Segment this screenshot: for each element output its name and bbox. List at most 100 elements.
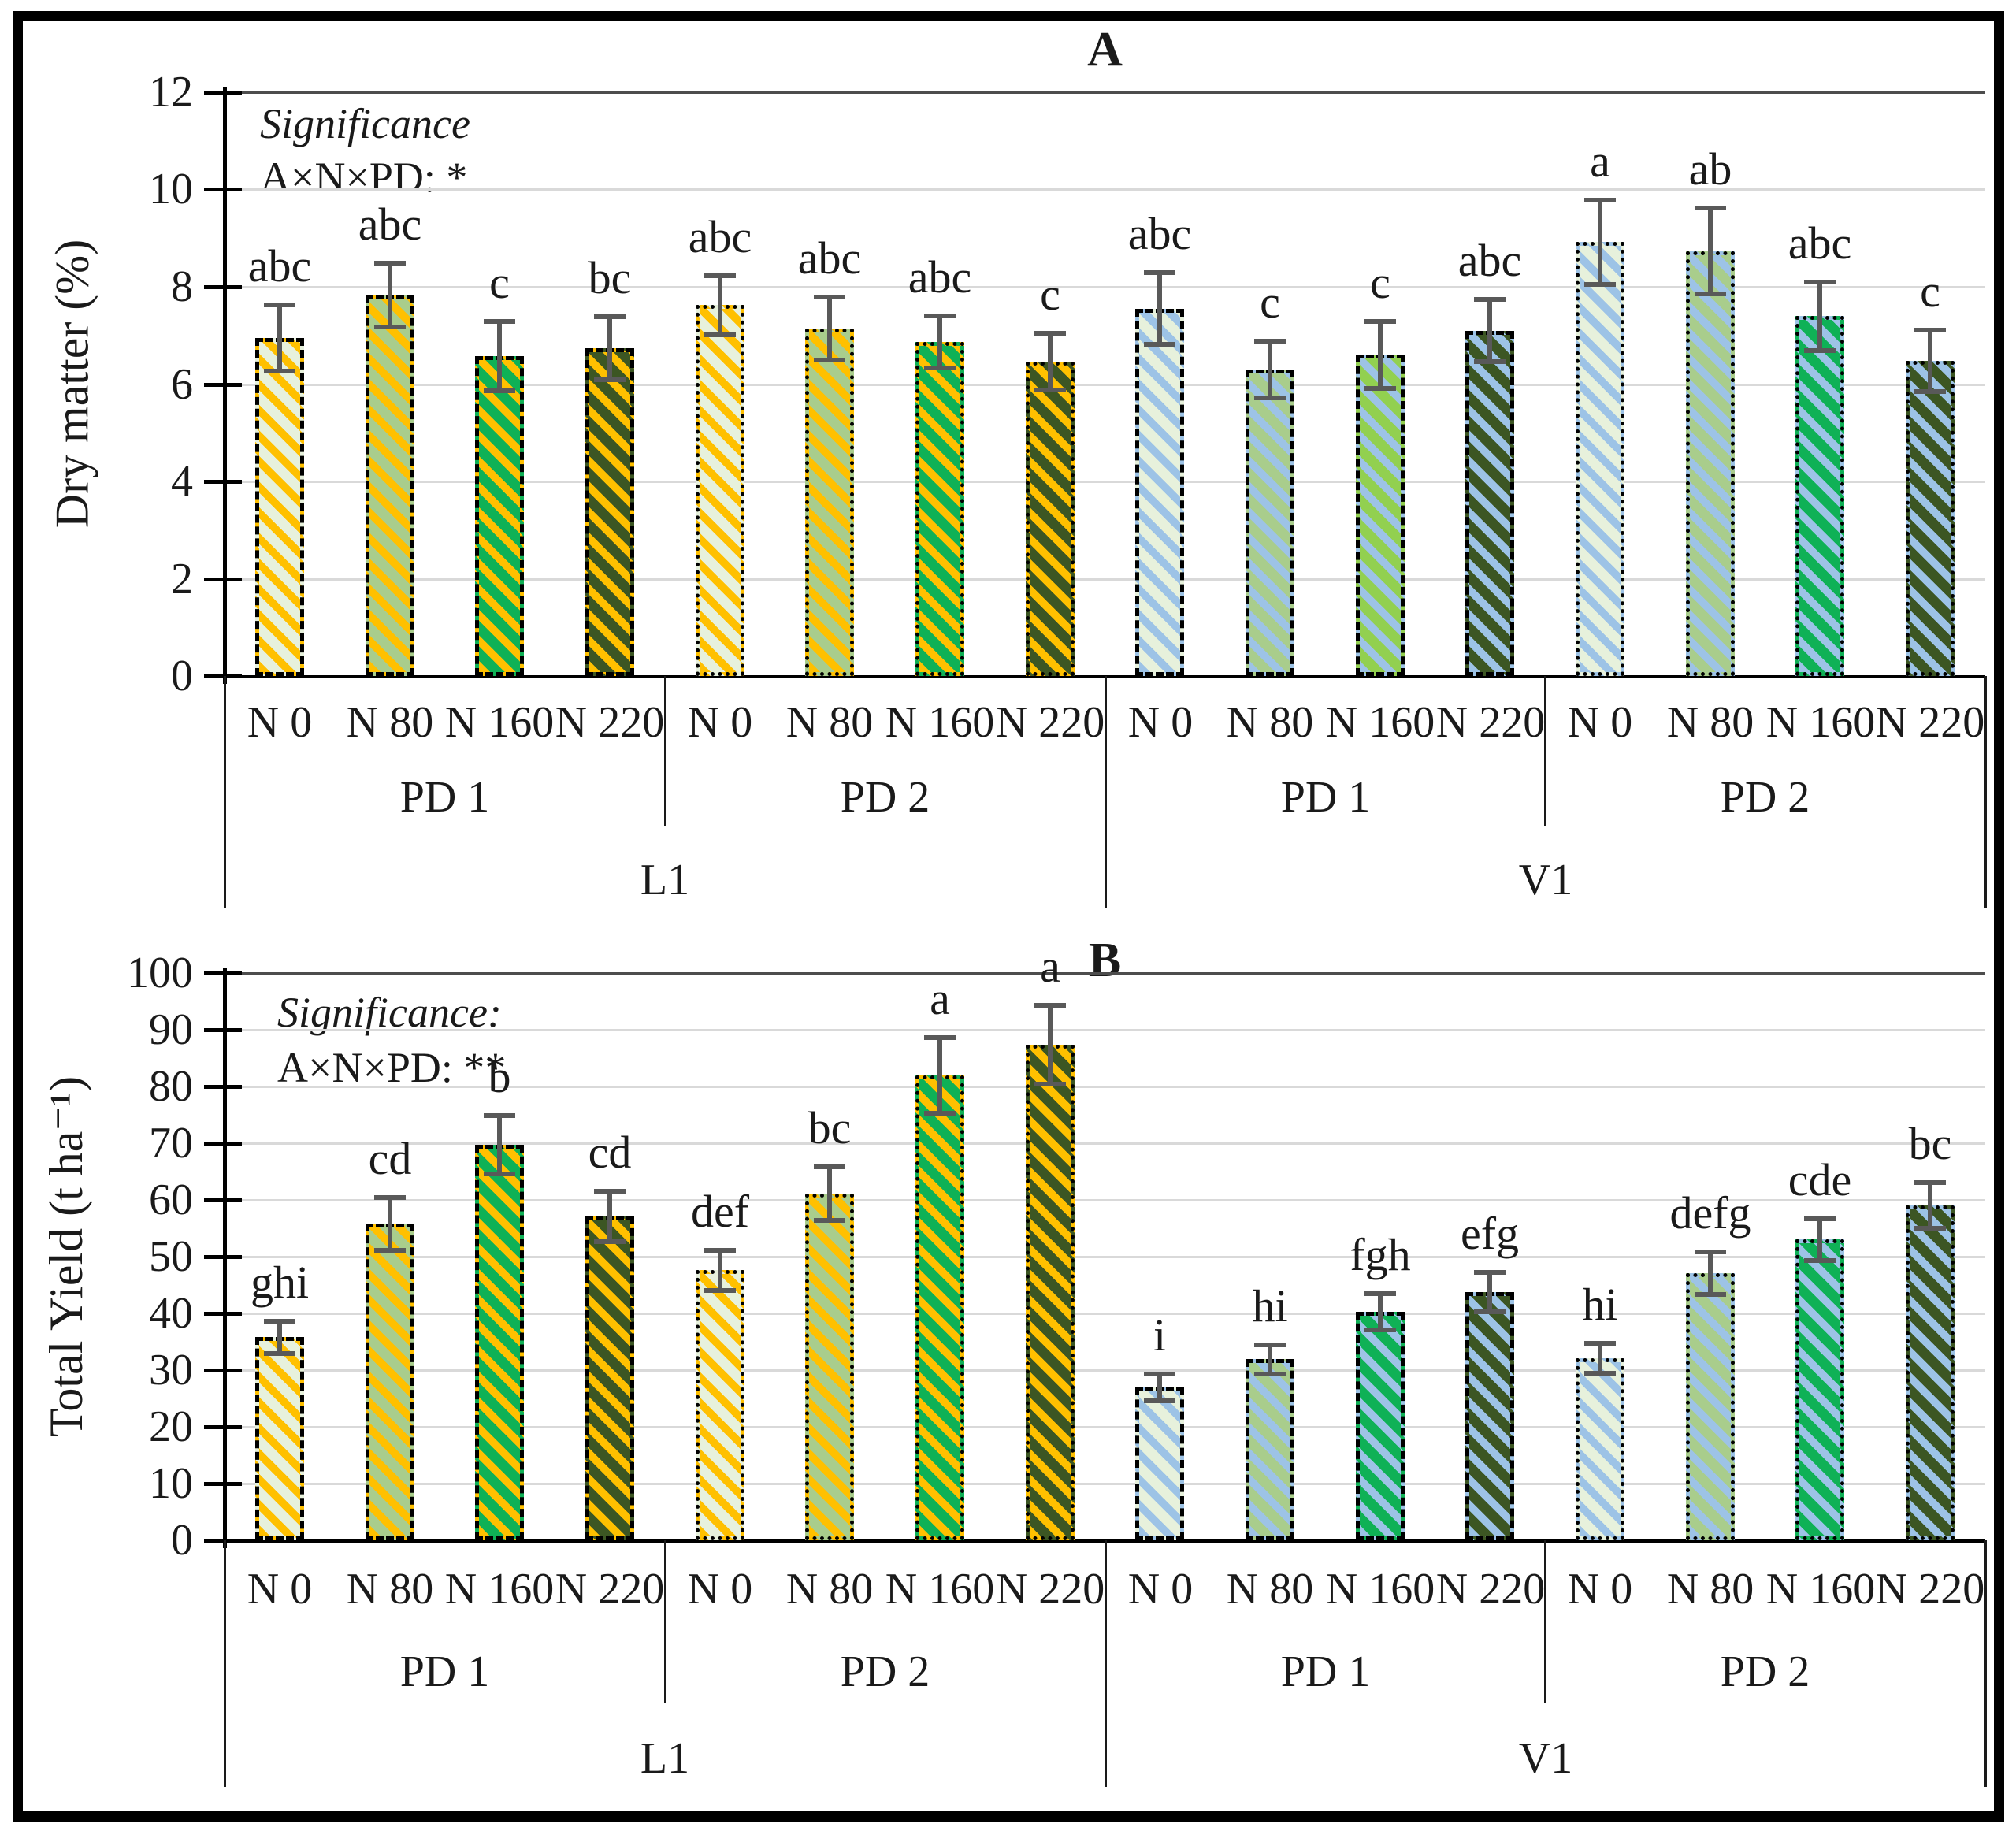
bar-L1-PD1-N160 [475,1145,524,1540]
x-label-n: N 220 [555,698,665,747]
x-label-location: L1 [640,856,690,904]
y-tick-label: 60 [149,1175,193,1224]
significance-letter: abc [1788,217,1852,269]
x-label-n: N 220 [995,1565,1105,1614]
y-axis-tick [204,1369,242,1372]
error-bar-cap-top [704,273,736,278]
bar-V1-PD1-N0 [1135,309,1184,676]
significance-letter: bc [588,252,632,303]
bar-L1-PD2-N220 [1026,1045,1075,1540]
error-bar-stem [1048,1005,1053,1085]
significance-letter: a [1040,941,1060,992]
error-bar-stem [1817,281,1822,351]
x-label-location: V1 [1518,1734,1573,1783]
bar-L1-PD1-N80 [366,295,414,676]
y-tick-label: 4 [171,457,193,506]
gridline [225,972,1985,975]
error-bar-cap-bottom [264,1351,295,1356]
error-bar-cap-bottom [1914,1226,1946,1231]
significance-letter: abc [1127,208,1192,259]
significance-letter: b [488,1051,511,1102]
error-bar-cap-top [1804,1216,1836,1221]
y-axis-tick [204,188,242,191]
axis-separator-pd [664,676,666,826]
significance-letter: fgh [1350,1229,1411,1280]
error-bar-cap-bottom [1695,1292,1726,1297]
error-bar-cap-top [1695,1250,1726,1254]
significance-letter: abc [908,251,972,303]
error-bar-cap-bottom [1254,396,1286,400]
error-bar-stem [937,315,942,369]
gridline [225,91,1985,94]
significance-letter: defg [1669,1187,1751,1239]
error-bar-cap-bottom [704,332,736,337]
x-label-pd: PD 1 [399,773,490,822]
bar-L1-PD1-N220 [585,1216,634,1540]
x-label-n: N 160 [1765,1565,1876,1614]
error-bar-cap-top [1364,319,1396,324]
x-label-pd: PD 1 [399,1647,490,1696]
y-tick-label: 8 [171,262,193,311]
bar-V1-PD2-N0 [1576,242,1624,676]
error-bar-cap-bottom [1144,342,1175,347]
y-tick-label: 0 [171,1516,193,1565]
significance-letter: bc [808,1102,852,1153]
error-bar-cap-top [1254,1343,1286,1347]
bar-V1-PD2-N0 [1576,1358,1624,1540]
error-bar-cap-top [1034,1003,1066,1008]
gridline [225,286,1985,288]
error-bar-cap-top [264,303,295,307]
significance-letter: a [930,973,950,1024]
error-bar-cap-bottom [1914,389,1946,394]
x-label-n: N 220 [555,1565,665,1614]
error-bar-stem [607,316,612,381]
bar-L1-PD2-N160 [915,1075,964,1540]
x-label-n: N 0 [1567,1565,1633,1614]
bar-L1-PD2-N80 [805,1194,854,1540]
gridline [225,1199,1985,1201]
axis-separator-left [224,676,226,908]
x-label-n: N 0 [1127,1565,1194,1614]
x-label-n: N 160 [1325,698,1435,747]
y-tick-label: 10 [149,165,193,214]
x-label-n: N 0 [247,1565,313,1614]
error-bar-cap-top [1584,198,1616,202]
error-bar-stem [1928,329,1932,392]
significance-letter: abc [247,240,312,292]
error-bar-cap-bottom [594,1239,626,1244]
x-label-pd: PD 2 [840,773,930,822]
x-axis-line [204,675,1985,678]
x-label-location: L1 [640,1734,690,1783]
x-label-n: N 80 [1666,698,1754,747]
error-bar-cap-top [484,1113,515,1118]
y-tick-label: 50 [149,1232,193,1281]
significance-letter: abc [797,232,862,284]
x-label-pd: PD 2 [840,1647,930,1696]
bar-L1-PD1-N160 [475,356,524,676]
bar-L1-PD2-N0 [696,1270,744,1540]
y-tick-label: 90 [149,1005,193,1054]
y-axis-tick [204,1312,242,1316]
error-bar-cap-top [1914,1180,1946,1185]
bar-V1-PD2-N160 [1795,316,1844,676]
error-bar-cap-top [1364,1291,1396,1296]
error-bar-cap-top [374,1195,406,1200]
axis-separator-location [1105,676,1107,908]
y-tick-label: 100 [127,949,193,997]
error-bar-stem [277,304,282,372]
error-bar-cap-bottom [1034,388,1066,392]
error-bar-cap-top [814,1164,845,1169]
x-label-n: N 80 [1226,1565,1314,1614]
error-bar-cap-bottom [264,369,295,373]
bar-V1-PD1-N220 [1465,1292,1514,1540]
panel-a-title: A [1087,23,1123,76]
x-label-pd: PD 2 [1720,1647,1810,1696]
panel-b-significance-label: Significance: [277,989,502,1036]
error-bar-cap-top [924,314,956,318]
error-bar-cap-top [1695,206,1726,210]
gridline [225,578,1985,581]
error-bar-cap-top [814,295,845,299]
x-label-n: N 0 [247,698,313,747]
error-bar-cap-bottom [484,1172,515,1176]
